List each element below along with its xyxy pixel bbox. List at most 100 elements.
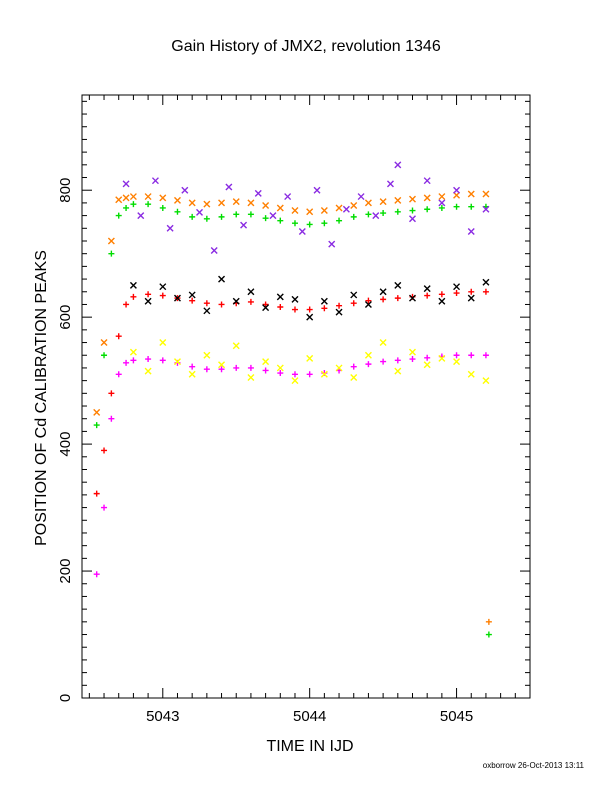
data-point (276, 204, 284, 212)
data-point (379, 288, 387, 296)
data-point (115, 333, 122, 340)
data-point (218, 366, 225, 373)
data-point (123, 359, 130, 366)
outlier-point (485, 631, 492, 638)
data-point (306, 208, 314, 216)
data-point (408, 294, 416, 302)
data-point (380, 296, 387, 303)
data-point (129, 193, 137, 201)
data-point (320, 370, 328, 378)
data-point (313, 186, 321, 194)
data-point (423, 194, 431, 202)
data-point (320, 207, 328, 215)
data-point (408, 195, 416, 203)
data-point (210, 247, 218, 255)
data-point (276, 364, 284, 372)
footer-timestamp: oxborrow 26-Oct-2013 13:11 (482, 761, 584, 770)
data-point (115, 371, 122, 378)
data-point (409, 207, 416, 214)
data-point (203, 366, 210, 373)
data-point (188, 370, 196, 378)
data-point (137, 212, 145, 220)
data-point (93, 490, 100, 497)
data-point (342, 205, 350, 213)
data-point (269, 212, 277, 220)
data-point (365, 211, 372, 218)
chart-title: Gain History of JMX2, revolution 1346 (171, 38, 441, 55)
data-point (240, 221, 248, 229)
data-point (247, 298, 254, 305)
data-point (122, 180, 130, 188)
data-point (438, 199, 446, 207)
data-point (108, 390, 115, 397)
data-point (321, 305, 328, 312)
data-point (225, 183, 233, 191)
data-point (424, 206, 431, 213)
data-point (291, 306, 298, 313)
data-point (438, 193, 446, 201)
data-point (453, 358, 461, 366)
data-point (306, 371, 313, 378)
data-point (380, 210, 387, 217)
data-point (196, 208, 204, 216)
data-point (380, 358, 387, 365)
data-point (123, 204, 130, 211)
data-point (284, 193, 292, 201)
data-point (306, 313, 314, 321)
data-point (276, 293, 284, 301)
data-point (262, 367, 269, 374)
data-point (254, 189, 262, 197)
data-point (291, 377, 299, 385)
data-point (291, 220, 298, 227)
axes-layer: 0 200 400 600 800 5043 5044 5045 (57, 95, 531, 725)
data-point (394, 208, 401, 215)
y-tick-label: 600 (57, 305, 74, 330)
data-point (394, 161, 402, 169)
data-point (453, 203, 460, 210)
data-point (423, 285, 431, 293)
data-point (159, 204, 166, 211)
data-point (203, 200, 211, 208)
data-point (277, 370, 284, 377)
plot-frame (81, 94, 531, 699)
data-point (423, 177, 431, 185)
data-point (189, 363, 196, 370)
data-point (408, 348, 416, 356)
data-point (482, 190, 490, 198)
data-point (203, 307, 211, 315)
data-point (262, 304, 270, 312)
data-point (218, 199, 226, 207)
data-point (247, 211, 254, 218)
data-point (335, 364, 343, 372)
data-point (101, 447, 108, 454)
data-point (233, 364, 240, 371)
data-point (218, 361, 226, 369)
data-point (247, 373, 255, 381)
data-point (468, 352, 475, 359)
data-point (101, 504, 108, 511)
data-point (173, 196, 181, 204)
data-point (247, 199, 255, 207)
data-point (379, 198, 387, 206)
x-tick-label: 5045 (440, 708, 473, 725)
data-point (115, 196, 123, 204)
data-point (438, 354, 446, 362)
data-point (100, 339, 108, 347)
data-point (123, 301, 130, 308)
data-point (93, 422, 100, 429)
y-tick-label: 400 (57, 432, 74, 457)
data-point (482, 278, 490, 286)
data-point (321, 220, 328, 227)
data-point (247, 288, 255, 296)
data-point (364, 199, 372, 207)
data-point (144, 367, 152, 375)
data-point (291, 371, 298, 378)
data-point (364, 351, 372, 359)
data-point (108, 250, 115, 257)
data-point (144, 297, 152, 305)
data-point (306, 306, 313, 313)
data-point (115, 212, 122, 219)
y-tick-label: 800 (57, 178, 74, 203)
data-point (203, 300, 210, 307)
